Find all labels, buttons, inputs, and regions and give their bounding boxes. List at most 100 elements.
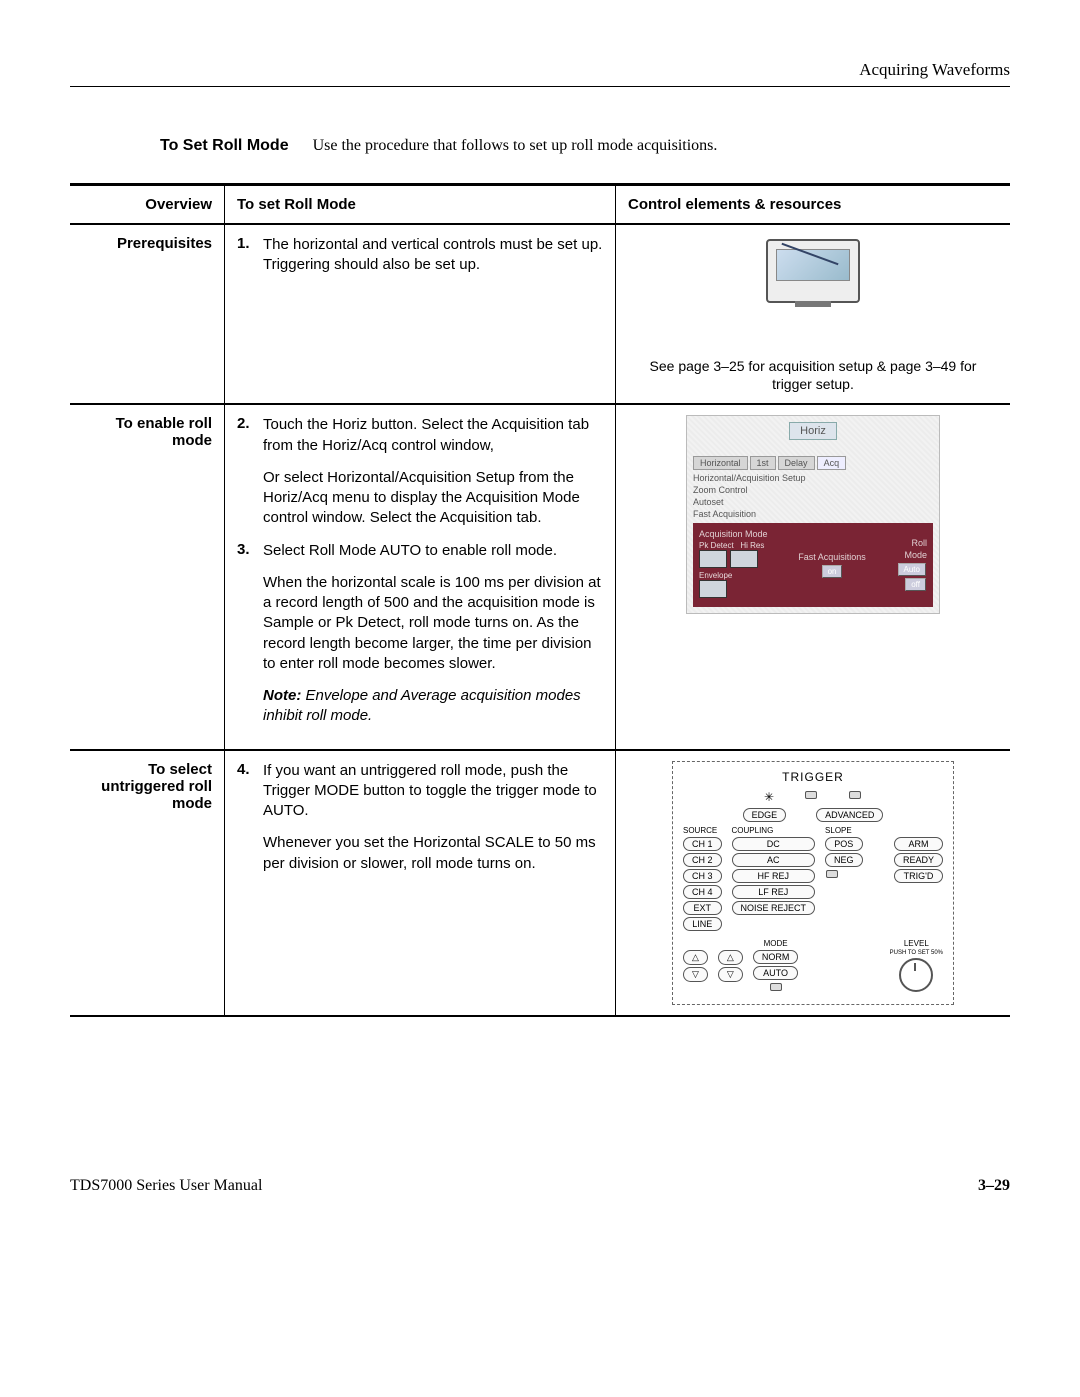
header-row: Overview To set Roll Mode Control elemen… (70, 185, 1010, 225)
prereq-caption: See page 3–25 for acquisition setup & pa… (628, 357, 998, 393)
opt: Envelope (699, 571, 768, 580)
slope-led (826, 870, 838, 878)
arrow-btn: △ (718, 950, 743, 965)
mode-pill (699, 580, 727, 598)
horiz-acq-panel-graphic: Horiz Horizontal 1st Delay Acq Horizonta… (686, 415, 940, 614)
level-knob-icon (899, 958, 933, 992)
step-number: 2. (237, 415, 263, 528)
page-footer: TDS7000 Series User Manual 3–29 (70, 1177, 1010, 1195)
led-icon (805, 791, 817, 799)
mode-btn: AUTO (753, 966, 799, 980)
footer-left: TDS7000 Series User Manual (70, 1177, 262, 1195)
step4-p2: Whenever you set the Horizontal SCALE to… (263, 833, 603, 874)
slope-btn: NEG (825, 853, 863, 867)
procedure-table: Overview To set Roll Mode Control elemen… (70, 183, 1010, 1017)
tab: 1st (750, 456, 776, 470)
intro-text: Use the procedure that follows to set up… (313, 137, 718, 155)
col-head: SLOPE (825, 826, 863, 835)
col-head: SOURCE (683, 826, 722, 835)
mode-pill (730, 550, 758, 568)
enable-steps: 2. Touch the Horiz button. Select the Ac… (225, 404, 616, 749)
cpl-btn: HF REJ (732, 869, 816, 883)
row-untriggered: To select untriggered roll mode 4. If yo… (70, 750, 1010, 1016)
src-btn: CH 2 (683, 853, 722, 867)
note-label: Note: (263, 687, 301, 704)
col-resources-header: Control elements & resources (616, 185, 1011, 225)
group-title: Mode (897, 550, 927, 560)
col-middle-header: To set Roll Mode (225, 185, 616, 225)
step3-p2: When the horizontal scale is 100 ms per … (263, 573, 603, 674)
row-prerequisites: Prerequisites 1. The horizontal and vert… (70, 224, 1010, 404)
col-head: MODE (753, 939, 799, 948)
step-number: 4. (237, 761, 263, 874)
arrow-btn: ▽ (718, 967, 743, 982)
col-overview-header: Overview (70, 185, 225, 225)
src-btn: LINE (683, 917, 722, 931)
group-title: Fast Acquisitions (798, 552, 866, 562)
arrow-btn: ▽ (683, 967, 708, 982)
running-head: Acquiring Waveforms (70, 60, 1010, 80)
status-btn: ARM (894, 837, 943, 851)
tab: Delay (778, 456, 815, 470)
menu-line: Zoom Control (693, 485, 933, 495)
mode-led (770, 983, 782, 991)
footer-page-number: 3–29 (978, 1177, 1010, 1195)
menu-line: Fast Acquisition (693, 509, 933, 519)
off-btn: off (905, 578, 926, 591)
trigger-panel-graphic: TRIGGER ✳ EDGE ADVANCED SOURCE CH 1 (672, 761, 954, 1005)
edge-btn: EDGE (743, 808, 787, 822)
trigger-title: TRIGGER (683, 770, 943, 784)
note-text: Envelope and Average acquisition modes i… (263, 687, 581, 724)
mode-btn: NORM (753, 950, 799, 964)
menu-line: Autoset (693, 497, 933, 507)
tab: Acq (817, 456, 847, 470)
prereq-label: Prerequisites (70, 224, 225, 404)
prereq-steps: 1. The horizontal and vertical controls … (225, 224, 616, 404)
step4-p1: If you want an untriggered roll mode, pu… (263, 761, 603, 822)
prereq-resource: See page 3–25 for acquisition setup & pa… (616, 224, 1011, 404)
step2-p1: Touch the Horiz button. Select the Acqui… (263, 415, 603, 456)
cpl-btn: AC (732, 853, 816, 867)
horiz-button-graphic: Horiz (789, 422, 837, 440)
section-intro: To Set Roll Mode Use the procedure that … (160, 137, 1010, 155)
intro-heading: To Set Roll Mode (160, 137, 289, 155)
step-number: 1. (237, 235, 263, 276)
enable-label: To enable roll mode (70, 404, 225, 749)
step3-note: Note: Envelope and Average acquisition m… (263, 686, 603, 727)
src-btn: CH 1 (683, 837, 722, 851)
group-title: Acquisition Mode (699, 529, 768, 539)
cpl-btn: DC (732, 837, 816, 851)
untrig-resource: TRIGGER ✳ EDGE ADVANCED SOURCE CH 1 (616, 750, 1011, 1016)
status-btn: READY (894, 853, 943, 867)
step3-p1: Select Roll Mode AUTO to enable roll mod… (263, 541, 603, 561)
src-btn: EXT (683, 901, 722, 915)
tab: Horizontal (693, 456, 748, 470)
header-rule (70, 86, 1010, 87)
slope-btn: POS (825, 837, 863, 851)
oscilloscope-icon (628, 239, 998, 303)
arrow-btn: △ (683, 950, 708, 965)
opt: Hi Res (740, 541, 764, 550)
menu-line: Horizontal/Acquisition Setup (693, 473, 933, 483)
untrig-label: To select untriggered roll mode (70, 750, 225, 1016)
enable-resource: Horiz Horizontal 1st Delay Acq Horizonta… (616, 404, 1011, 749)
status-btn: TRIG'D (894, 869, 943, 883)
step-number: 3. (237, 541, 263, 727)
src-btn: CH 4 (683, 885, 722, 899)
push-label: PUSH TO SET 50% (890, 950, 943, 956)
step2-p2: Or select Horizontal/Acquisition Setup f… (263, 468, 603, 529)
col-head: LEVEL (890, 939, 943, 948)
opt: Pk Detect (699, 541, 734, 550)
prereq-text: The horizontal and vertical controls mus… (263, 235, 603, 276)
group-title: Roll (897, 538, 927, 548)
on-btn: on (822, 565, 843, 578)
row-enable-roll: To enable roll mode 2. Touch the Horiz b… (70, 404, 1010, 749)
cpl-btn: NOISE REJECT (732, 901, 816, 915)
auto-btn: Auto (898, 563, 926, 576)
untrig-steps: 4. If you want an untriggered roll mode,… (225, 750, 616, 1016)
col-head: COUPLING (732, 826, 816, 835)
led-icon (849, 791, 861, 799)
advanced-btn: ADVANCED (816, 808, 883, 822)
mode-pill (699, 550, 727, 568)
src-btn: CH 3 (683, 869, 722, 883)
